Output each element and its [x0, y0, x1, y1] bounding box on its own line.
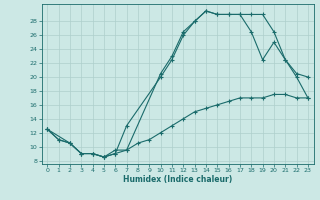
X-axis label: Humidex (Indice chaleur): Humidex (Indice chaleur) [123, 175, 232, 184]
